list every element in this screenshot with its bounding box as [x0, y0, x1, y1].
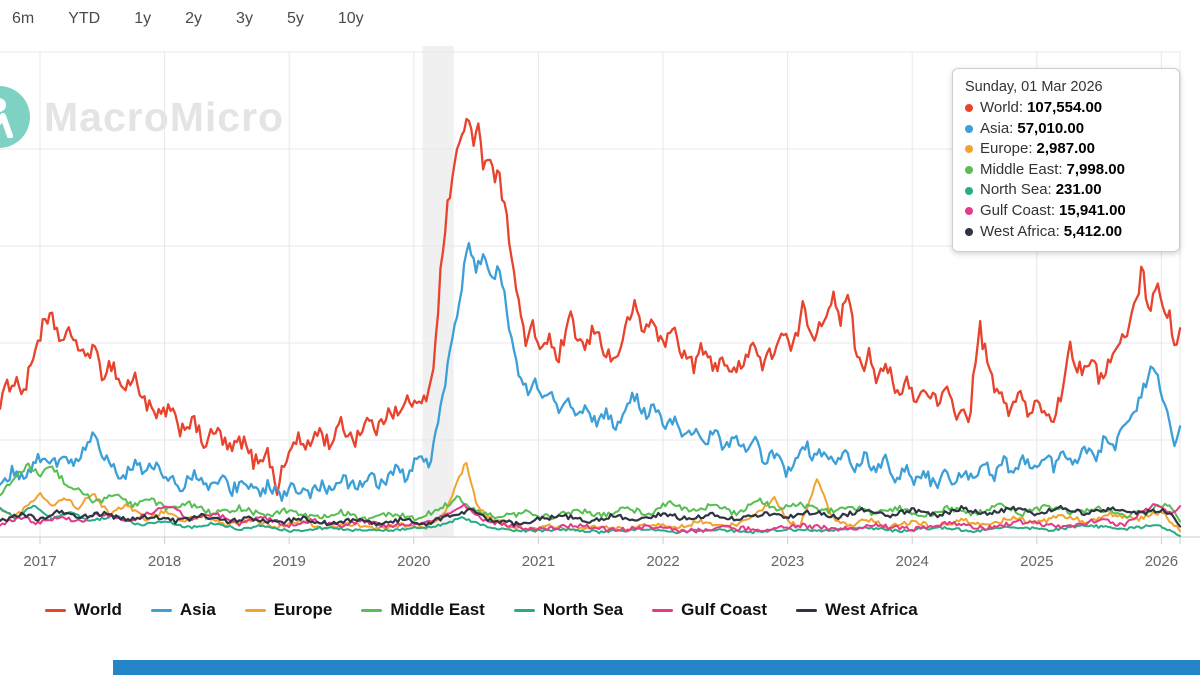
- chart-legend: World Asia Europe Middle East North Sea Gulf …: [45, 600, 918, 620]
- x-axis-tick-label: 2024: [896, 553, 929, 570]
- x-axis-tick-label: 2025: [1020, 553, 1053, 570]
- x-axis-tick-label: 2022: [646, 553, 679, 570]
- legend-dash-icon: [796, 608, 818, 612]
- x-axis-tick-label: 2018: [148, 553, 181, 570]
- series-dot-icon: [965, 104, 973, 113]
- x-axis-tick-label: 2020: [397, 553, 430, 570]
- legend-item-asia[interactable]: Asia: [150, 600, 216, 620]
- tooltip-row: Middle East: 7,998.00: [965, 160, 1167, 181]
- series-line-asia: [0, 241, 1182, 502]
- legend-item-world[interactable]: World: [45, 600, 122, 620]
- series-dot-icon: [965, 124, 973, 133]
- series-dot-icon: [965, 207, 973, 216]
- legend-dash-icon: [150, 608, 172, 612]
- series-line-middle-east: [0, 462, 1182, 523]
- chart-tooltip: Sunday, 01 Mar 2026 World: 107,554.00 Asia…: [952, 68, 1180, 253]
- legend-dash-icon: [652, 608, 674, 612]
- tooltip-row: Asia: 57,010.00: [965, 119, 1167, 140]
- stats-table-header-bar: [113, 660, 1200, 675]
- range-button-ytd[interactable]: YTD: [64, 8, 104, 30]
- legend-dash-icon: [361, 608, 383, 612]
- range-button-1y[interactable]: 1y: [130, 8, 155, 30]
- tooltip-row: West Africa: 5,412.00: [965, 222, 1167, 243]
- x-axis-tick-label: 2017: [23, 553, 56, 570]
- series-dot-icon: [965, 186, 973, 195]
- legend-item-north-sea[interactable]: North Sea: [513, 600, 623, 620]
- range-button-3y[interactable]: 3y: [232, 8, 257, 30]
- x-axis-tick-label: 2026: [1145, 553, 1178, 570]
- range-button-2y[interactable]: 2y: [181, 8, 206, 30]
- x-axis-tick-label: 2021: [522, 553, 555, 570]
- legend-item-gulf-coast[interactable]: Gulf Coast: [652, 600, 767, 620]
- legend-item-middle-east[interactable]: Middle East: [361, 600, 485, 620]
- series-dot-icon: [965, 166, 973, 175]
- legend-dash-icon: [244, 608, 266, 612]
- legend-item-europe[interactable]: Europe: [244, 600, 332, 620]
- range-button-6m[interactable]: 6m: [8, 8, 38, 30]
- range-toolbar: 6m YTD 1y 2y 3y 5y 10y: [8, 8, 368, 30]
- x-axis-tick-label: 2019: [273, 553, 306, 570]
- series-line-world: [0, 117, 1182, 497]
- series-line-west-africa: [0, 504, 1182, 528]
- series-dot-icon: [965, 227, 973, 236]
- x-axis-tick-label: 2023: [771, 553, 804, 570]
- tooltip-row: Europe: 2,987.00: [965, 139, 1167, 160]
- legend-item-west-africa[interactable]: West Africa: [796, 600, 918, 620]
- legend-dash-icon: [513, 608, 535, 612]
- chart-plot-area[interactable]: 2017 2018 2019 2020 2021 2022 2023 2024 2025 2026: [0, 0, 1200, 595]
- tooltip-date: Sunday, 01 Mar 2026: [965, 79, 1103, 95]
- tooltip-row: World: 107,554.00: [965, 98, 1167, 119]
- series-dot-icon: [965, 145, 973, 154]
- range-button-10y[interactable]: 10y: [334, 8, 368, 30]
- legend-dash-icon: [45, 608, 66, 612]
- range-button-5y[interactable]: 5y: [283, 8, 308, 30]
- tooltip-row: Gulf Coast: 15,941.00: [965, 201, 1167, 222]
- tooltip-row: North Sea: 231.00: [965, 180, 1167, 201]
